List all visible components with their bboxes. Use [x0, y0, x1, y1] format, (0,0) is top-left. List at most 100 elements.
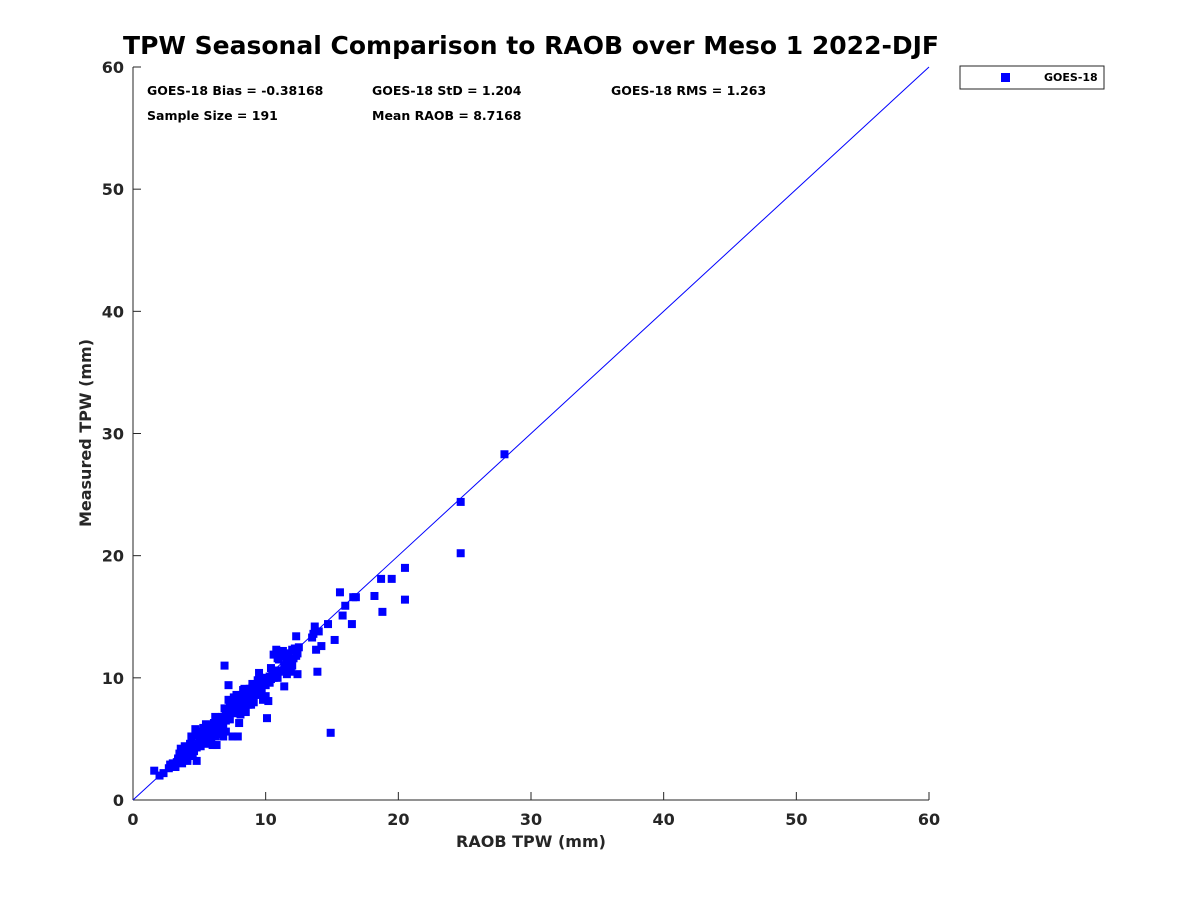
data-point	[220, 661, 229, 670]
y-tick-label: 0	[113, 791, 124, 810]
data-point	[236, 710, 245, 719]
data-point	[182, 744, 191, 753]
data-point	[228, 732, 237, 741]
data-point	[370, 591, 379, 600]
data-point	[347, 620, 356, 629]
data-point	[225, 703, 234, 712]
data-point	[208, 741, 217, 750]
data-point	[221, 727, 230, 736]
data-point	[211, 712, 220, 721]
data-point	[400, 595, 409, 604]
x-tick-label: 30	[520, 810, 542, 829]
data-point	[280, 661, 289, 670]
data-point	[235, 719, 244, 728]
x-tick-label: 60	[918, 810, 940, 829]
data-point	[186, 752, 195, 761]
data-point	[219, 732, 228, 741]
data-point	[456, 549, 465, 558]
x-tick-label: 40	[653, 810, 675, 829]
data-point	[249, 682, 258, 691]
data-point	[224, 681, 233, 690]
data-point	[269, 673, 278, 682]
data-point	[312, 645, 321, 654]
data-point	[262, 714, 271, 723]
data-point	[326, 728, 335, 737]
data-point	[309, 629, 318, 638]
data-point	[292, 632, 301, 641]
data-point	[247, 700, 256, 709]
data-point	[237, 690, 246, 699]
x-tick-label: 20	[387, 810, 409, 829]
data-point	[256, 673, 265, 682]
data-point	[221, 708, 230, 717]
axes: 0 10 20 30 40 50 60 0 10 20 30 40 50 60	[102, 58, 940, 829]
stat-sample-size: Sample Size = 191	[147, 108, 278, 123]
data-point	[207, 721, 216, 730]
data-point	[265, 678, 274, 687]
data-point	[196, 727, 205, 736]
data-point	[209, 728, 218, 737]
x-tick-label: 50	[785, 810, 807, 829]
data-point	[266, 664, 275, 673]
data-point	[338, 611, 347, 620]
data-point	[192, 743, 201, 752]
y-tick-label: 30	[102, 425, 124, 444]
data-point	[235, 695, 244, 704]
y-tick-label: 50	[102, 180, 124, 199]
y-tick-label: 40	[102, 302, 124, 321]
stat-std: GOES-18 StD = 1.204	[372, 83, 522, 98]
y-tick-label: 60	[102, 58, 124, 77]
stat-rms: GOES-18 RMS = 1.263	[611, 83, 766, 98]
data-point	[330, 635, 339, 644]
data-point	[310, 622, 319, 631]
data-point	[282, 670, 291, 679]
x-axis-label: RAOB TPW (mm)	[456, 832, 606, 851]
data-point	[171, 763, 180, 772]
data-point	[245, 690, 254, 699]
data-point	[335, 588, 344, 597]
legend-marker	[1001, 73, 1010, 82]
legend: GOES-18	[959, 65, 1105, 90]
data-point	[314, 627, 323, 636]
data-point	[288, 645, 297, 654]
data-point	[255, 668, 264, 677]
data-point	[351, 593, 360, 602]
data-point	[278, 646, 287, 655]
data-point	[259, 695, 268, 704]
data-point	[264, 697, 273, 706]
x-tick-label: 0	[127, 810, 138, 829]
data-point	[219, 715, 228, 724]
chart-title: TPW Seasonal Comparison to RAOB over Mes…	[123, 31, 939, 60]
data-point	[197, 736, 206, 745]
data-point	[313, 667, 322, 676]
stat-bias: GOES-18 Bias = -0.38168	[147, 83, 323, 98]
y-tick-label: 20	[102, 547, 124, 566]
data-point	[159, 769, 168, 778]
data-point	[280, 682, 289, 691]
data-point	[233, 732, 242, 741]
data-point	[241, 708, 250, 717]
data-point	[240, 684, 249, 693]
data-point	[286, 657, 295, 666]
data-point	[378, 607, 387, 616]
data-point	[180, 750, 189, 759]
data-point	[187, 742, 196, 751]
data-point	[400, 563, 409, 572]
legend-box	[959, 65, 1105, 90]
data-point	[191, 725, 200, 734]
data-point	[293, 649, 302, 658]
data-point	[229, 693, 238, 702]
data-point	[187, 732, 196, 741]
data-point	[387, 574, 396, 583]
data-point	[272, 666, 281, 675]
data-point	[500, 450, 509, 459]
x-tick-label: 10	[255, 810, 277, 829]
data-point	[233, 701, 242, 710]
data-point	[294, 643, 303, 652]
data-point	[224, 695, 233, 704]
data-point	[164, 764, 173, 773]
stat-mean-raob: Mean RAOB = 8.7168	[372, 108, 521, 123]
y-axis-label: Measured TPW (mm)	[76, 339, 95, 527]
data-point	[174, 755, 183, 764]
